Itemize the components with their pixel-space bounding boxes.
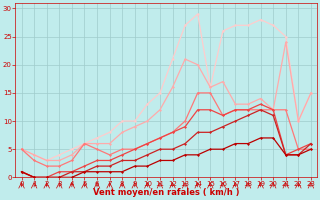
X-axis label: Vent moyen/en rafales ( km/h ): Vent moyen/en rafales ( km/h ) <box>93 188 239 197</box>
